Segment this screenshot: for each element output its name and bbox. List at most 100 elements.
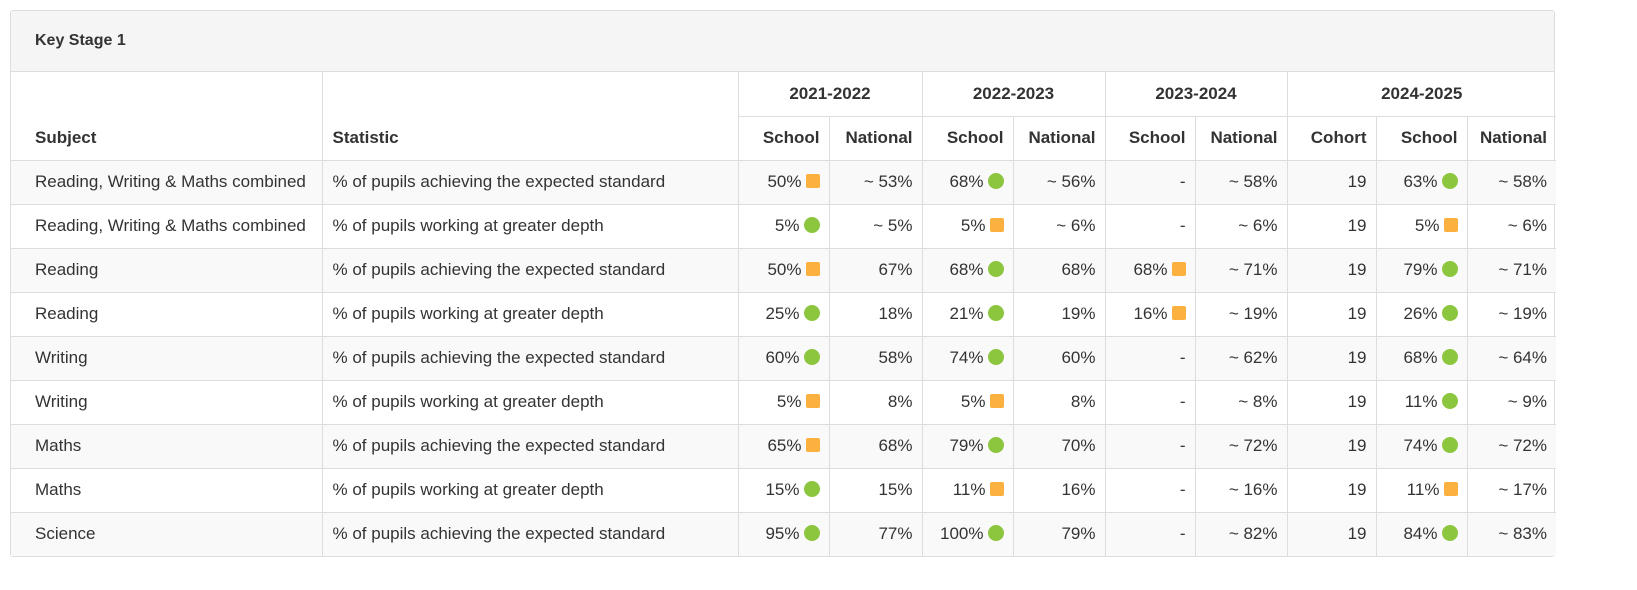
cohort-2024-2025-value: 19 [1347,172,1367,191]
statistic-cell: % of pupils achieving the expected stand… [321,511,739,556]
school-2024-2025-value: 84% [1403,524,1438,544]
school-2023-2024-value: - [1179,348,1186,367]
national-header-2024-2025: National [1466,115,1556,161]
table-row: Maths% of pupils achieving the expected … [11,423,1556,469]
national-2021-2022-cell: 67% [828,247,923,293]
school-2021-2022-cell: 15% [737,467,830,513]
cohort-2024-2025-cell: 19 [1286,467,1377,513]
cohort-2024-2025-value: 19 [1347,348,1367,367]
green-circle-icon [987,525,1004,542]
school-2024-2025-cell: 68% [1375,335,1468,381]
school-2023-2024-value: - [1179,436,1186,455]
school-2024-2025-value: 11% [1406,480,1440,499]
amber-square-icon [805,174,820,188]
national-header-2023-2024: National [1194,115,1288,161]
school-2022-2023-cell: 5% [921,203,1014,249]
school-2024-2025-value: 11% [1404,392,1438,411]
school-2022-2023-value: 68% [949,260,984,279]
school-2021-2022-cell: 50% [737,159,830,205]
national-2024-2025-cell: ~ 58% [1466,159,1556,205]
national-2024-2025-value: ~ 9% [1507,392,1547,411]
national-2022-2023-cell: ~ 6% [1012,203,1106,249]
school-2022-2023-value: 11% [952,480,986,499]
national-2024-2025-cell: ~ 64% [1466,335,1556,381]
national-2022-2023-value: 19% [1061,304,1096,323]
year-header-2023-2024: 2023-2024 [1104,72,1288,117]
green-circle-icon [803,525,820,542]
school-2021-2022-value: 5% [774,216,800,235]
school-2024-2025-value: 26% [1403,304,1438,323]
panel-title: Key Stage 1 [11,11,1554,72]
national-2024-2025-cell: ~ 72% [1466,423,1556,469]
subject-cell: Reading [11,247,323,293]
school-2023-2024-value: - [1179,216,1186,235]
national-2023-2024-cell: ~ 58% [1194,159,1288,205]
national-2024-2025-value: ~ 64% [1498,348,1547,367]
school-2023-2024-cell: 68% [1104,247,1196,293]
table-row: Maths% of pupils working at greater dept… [11,467,1556,513]
school-2022-2023-cell: 68% [921,159,1014,205]
school-2023-2024-cell: - [1104,203,1196,249]
national-2024-2025-value: ~ 71% [1498,260,1547,279]
school-2021-2022-cell: 5% [737,379,830,425]
school-2023-2024-cell: - [1104,511,1196,556]
school-2022-2023-value: 5% [960,392,986,411]
national-2022-2023-value: 68% [1061,260,1096,279]
national-2023-2024-value: ~ 6% [1238,216,1278,235]
subject-cell: Reading, Writing & Maths combined [11,203,323,249]
cohort-header-2024-2025: Cohort [1286,115,1377,161]
national-2024-2025-cell: ~ 83% [1466,511,1556,556]
national-2023-2024-cell: ~ 82% [1194,511,1288,556]
table-row: Reading% of pupils achieving the expecte… [11,247,1556,293]
school-2023-2024-value: - [1179,480,1186,499]
national-2022-2023-cell: 16% [1012,467,1106,513]
national-2022-2023-cell: 79% [1012,511,1106,556]
school-2024-2025-cell: 5% [1375,203,1468,249]
amber-square-icon [805,438,820,452]
school-2022-2023-cell: 79% [921,423,1014,469]
amber-square-icon [989,482,1004,496]
national-2021-2022-cell: ~ 5% [828,203,923,249]
national-2021-2022-cell: 77% [828,511,923,556]
amber-square-icon [805,262,820,276]
school-2022-2023-cell: 11% [921,467,1014,513]
cohort-2024-2025-cell: 19 [1286,335,1377,381]
year-header-2021-2022: 2021-2022 [737,72,923,117]
statistic-cell: % of pupils achieving the expected stand… [321,159,739,205]
national-2023-2024-cell: ~ 72% [1194,423,1288,469]
national-2022-2023-value: 8% [1070,392,1096,411]
national-2021-2022-value: 58% [878,348,913,367]
statistic-cell: % of pupils working at greater depth [321,291,739,337]
subject-cell: Writing [11,335,323,381]
amber-square-icon [989,218,1004,232]
statistic-cell: % of pupils working at greater depth [321,203,739,249]
national-2023-2024-value: ~ 16% [1228,480,1278,499]
national-2022-2023-cell: 60% [1012,335,1106,381]
statistic-cell: % of pupils achieving the expected stand… [321,247,739,293]
school-2024-2025-value: 63% [1403,172,1438,191]
green-circle-icon [803,305,820,321]
school-2023-2024-cell: - [1104,335,1196,381]
green-circle-icon [1441,349,1458,365]
national-2021-2022-value: 18% [878,304,913,323]
statistic-cell: % of pupils achieving the expected stand… [321,423,739,469]
subject-cell: Maths [11,423,323,469]
school-2023-2024-cell: - [1104,467,1196,513]
national-2023-2024-value: ~ 62% [1228,348,1278,367]
school-2024-2025-cell: 11% [1375,467,1468,513]
school-2024-2025-cell: 26% [1375,291,1468,337]
results-table: Subject Statistic 2021-2022 2022-2023 20… [11,72,1556,556]
school-2024-2025-value: 68% [1403,348,1438,367]
results-table-body: Reading, Writing & Maths combined% of pu… [11,159,1556,556]
school-header-2021-2022: School [738,115,830,161]
national-2022-2023-value: 70% [1061,436,1096,455]
green-circle-icon [987,305,1004,321]
cohort-2024-2025-cell: 19 [1286,247,1377,293]
statistic-cell: % of pupils working at greater depth [321,467,739,513]
green-circle-icon [987,349,1004,365]
national-2023-2024-value: ~ 82% [1228,524,1278,544]
national-2024-2025-cell: ~ 71% [1466,247,1556,293]
school-2023-2024-cell: 16% [1104,291,1196,337]
green-circle-icon [987,437,1004,453]
national-2024-2025-cell: ~ 9% [1466,379,1556,425]
